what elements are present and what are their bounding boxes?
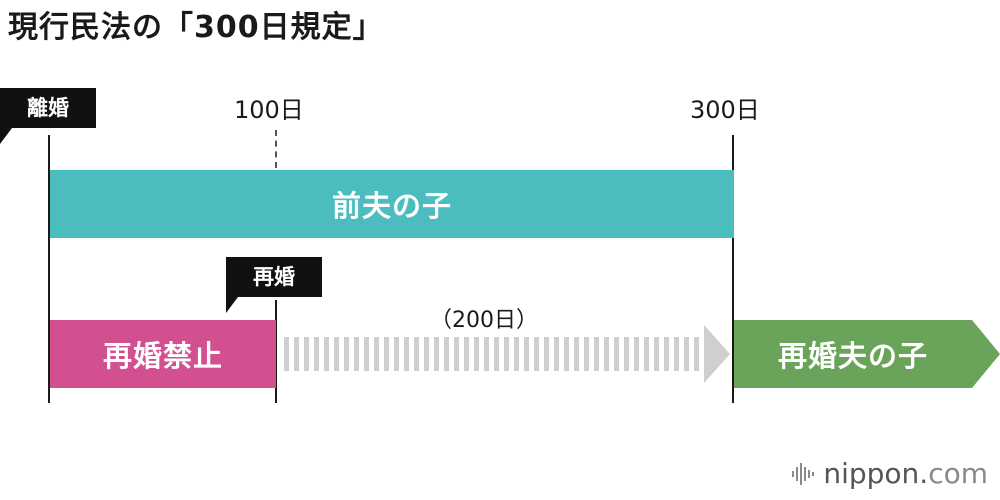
logo-tld: com xyxy=(928,457,988,490)
divorce-line xyxy=(48,135,50,403)
day100-label: 100日 xyxy=(234,96,304,124)
new-husband-child-bar: 再婚夫の子 xyxy=(734,320,972,388)
remarriage-ban-bar: 再婚禁止 xyxy=(50,320,276,388)
sound-wave-icon xyxy=(792,462,815,485)
day300-line xyxy=(732,135,734,403)
day100-dashed-line xyxy=(275,130,277,168)
remarriage-line xyxy=(275,300,277,403)
nippon-logo: nippon.com xyxy=(791,457,988,490)
day300-label: 300日 xyxy=(690,96,760,124)
remarriage-marker: 再婚 xyxy=(226,257,322,313)
logo-dot: . xyxy=(919,457,929,490)
waiting-period-hatch xyxy=(284,337,704,371)
divorce-marker: 離婚 xyxy=(0,88,96,144)
logo-name: nippon xyxy=(823,457,920,490)
duration-label: （200日） xyxy=(430,308,538,333)
new-husband-child-tip xyxy=(972,320,1000,388)
former-husband-child-bar: 前夫の子 xyxy=(50,170,734,238)
waiting-period-arrowhead xyxy=(704,325,730,383)
page-title: 現行民法の「300日規定」 xyxy=(8,10,384,45)
